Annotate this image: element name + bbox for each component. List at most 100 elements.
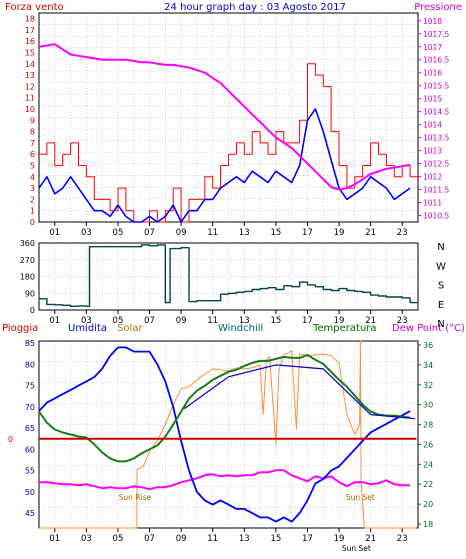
- dew-point-series: [39, 469, 411, 491]
- x-tick-label: 13: [239, 534, 250, 544]
- x-tick-label: 05: [113, 534, 124, 544]
- y-right-tick-label: 1014.5: [423, 108, 449, 117]
- x-tick-label: 09: [176, 316, 187, 326]
- x-tick-label: 23: [397, 228, 408, 238]
- legend-windchill: Windchill: [218, 323, 263, 334]
- windchill-series: [183, 364, 415, 420]
- y-left-tick-label: 5: [30, 162, 35, 171]
- y-right-tick-label: 36: [423, 341, 433, 350]
- x-tick-label: 13: [239, 316, 250, 326]
- y-left-tick-label: 1: [30, 207, 35, 216]
- wind-force-label: Forza vento: [5, 2, 64, 13]
- x-tick-label: 01: [49, 534, 60, 544]
- x-tick-label: 05: [113, 316, 124, 326]
- plot-frame: [38, 242, 419, 311]
- x-tick-label: 19: [334, 228, 345, 238]
- y-left-tick-label: 85: [25, 339, 35, 348]
- y-right-tick-label: 1017.5: [423, 30, 449, 39]
- y-left-tick-label: 45: [25, 509, 35, 518]
- y-right-tick-label: 18: [423, 520, 433, 529]
- y-left-tick-label: 15: [25, 49, 35, 58]
- x-tick-label: 21: [365, 228, 376, 238]
- pressure-series: [38, 43, 411, 191]
- x-tick-label: 09: [176, 534, 187, 544]
- legend: Pioggia Umidita Solar Windchill Temperat…: [2, 323, 465, 334]
- x-tick-label: 15: [270, 534, 281, 544]
- y-left-tick-label: 7: [30, 139, 35, 148]
- y-left-tick-label: 9: [30, 116, 35, 125]
- x-tick-label: 03: [81, 534, 92, 544]
- x-tick-label: 19: [334, 316, 345, 326]
- y-left-tick-label: 2: [30, 195, 35, 204]
- y-right-tick-label: 1014: [423, 121, 442, 130]
- y-left-tick-label: 11: [25, 94, 35, 103]
- wind-average-series: [38, 108, 411, 223]
- y-right-tick-label: 1013.5: [423, 134, 449, 143]
- x-tick-label: 01: [49, 316, 60, 326]
- legend-temperature: Temperatura: [312, 323, 377, 334]
- y-right-tick-label: 1011: [423, 199, 442, 208]
- y-right-tick-label: 24: [423, 460, 433, 469]
- y-right-tick-label: 1016: [423, 69, 442, 78]
- temperature-series: [38, 353, 411, 463]
- y-right-tick-label: 32: [423, 381, 433, 390]
- y-left-tick-label: 18: [25, 15, 35, 24]
- y-right-tick-label: 34: [423, 361, 433, 370]
- x-tick-label: 09: [176, 228, 187, 238]
- y-right-tick-label: 1011.5: [423, 186, 449, 195]
- y-right-tick-label: 1015.5: [423, 82, 449, 91]
- y-right-tick-label: 20: [423, 500, 433, 509]
- y-right-tick-label: 30: [423, 401, 433, 410]
- plot-frame: [38, 12, 419, 223]
- legend-rain: Pioggia: [2, 323, 38, 334]
- y-left-tick-label: 80: [25, 360, 35, 369]
- x-tick-label: 03: [81, 228, 92, 238]
- y-right-tick-label: 1015: [423, 95, 442, 104]
- sunset-axis-label: Sun Set: [342, 544, 371, 553]
- y-tick-label: 180: [20, 273, 35, 282]
- y-left-tick-label: 6: [30, 150, 35, 159]
- y-left-tick-label: 3: [30, 184, 35, 193]
- x-tick-label: 15: [270, 316, 281, 326]
- rain-zero-label: 0: [8, 435, 13, 444]
- x-tick-label: 13: [239, 228, 250, 238]
- y-left-tick-label: 13: [25, 71, 35, 80]
- x-tick-label: 21: [365, 534, 376, 544]
- compass-label: N: [437, 242, 444, 253]
- y-left-tick-label: 60: [25, 445, 35, 454]
- y-tick-label: 360: [20, 239, 35, 248]
- y-left-tick-label: 4: [30, 173, 35, 182]
- y-left-tick-label: 70: [25, 403, 35, 412]
- y-right-tick-label: 22: [423, 480, 433, 489]
- x-tick-label: 15: [270, 228, 281, 238]
- sunrise-annotation: Sun Rise: [119, 493, 152, 502]
- x-tick-label: 05: [113, 228, 124, 238]
- x-tick-label: 17: [302, 228, 313, 238]
- wind-direction-series: [39, 244, 418, 307]
- y-left-tick-label: 65: [25, 424, 35, 433]
- y-right-tick-label: 1017: [423, 43, 442, 52]
- x-tick-label: 21: [365, 316, 376, 326]
- compass-label: N: [437, 319, 444, 330]
- y-right-tick-label: 1012.5: [423, 160, 449, 169]
- x-tick-label: 19: [334, 534, 345, 544]
- x-tick-label: 11: [207, 316, 218, 326]
- y-left-tick-label: 12: [25, 82, 35, 91]
- chart-title: 24 hour graph day : 03 Agosto 2017: [164, 2, 346, 13]
- x-tick-label: 23: [397, 534, 408, 544]
- x-tick-label: 17: [302, 534, 313, 544]
- compass-label: W: [436, 261, 446, 272]
- legend-dew-point: Dew Point (°C): [392, 323, 465, 334]
- y-left-tick-label: 14: [25, 60, 35, 69]
- wind-force-series: [39, 63, 418, 223]
- x-tick-label: 23: [397, 316, 408, 326]
- y-right-tick-label: 1010.5: [423, 212, 449, 221]
- y-right-tick-label: 1018: [423, 17, 442, 26]
- y-tick-label: 90: [25, 289, 35, 298]
- y-left-tick-label: 16: [25, 37, 35, 46]
- y-left-tick-label: 10: [25, 105, 35, 114]
- x-tick-label: 03: [81, 316, 92, 326]
- x-tick-label: 01: [49, 228, 60, 238]
